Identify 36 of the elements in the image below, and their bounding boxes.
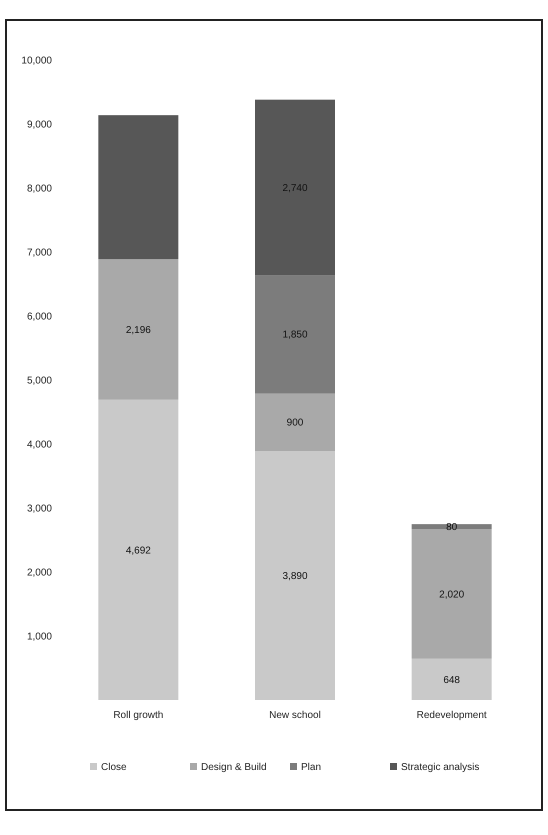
- data-label: 900: [286, 418, 304, 429]
- y-tick-label: 2,000: [26, 568, 52, 578]
- data-label: 1,850: [282, 330, 308, 341]
- bar: [412, 658, 492, 700]
- y-tick-label: 8,000: [26, 184, 52, 194]
- y-tick-label: 3,000: [26, 504, 52, 514]
- bar: [98, 115, 178, 260]
- bar: [98, 259, 178, 400]
- data-label: 2,020: [439, 589, 465, 600]
- y-tick-label: 7,000: [26, 248, 52, 258]
- bar: [255, 100, 335, 276]
- bar: [412, 529, 492, 659]
- bar: [98, 400, 178, 700]
- data-label: 648: [443, 674, 460, 686]
- data-label: 3,890: [282, 571, 308, 582]
- bar: [255, 451, 335, 700]
- legend-label: Design & Build: [201, 762, 267, 773]
- data-label: 4,692: [126, 545, 152, 556]
- bar: [255, 393, 335, 452]
- legend-label: Strategic analysis: [401, 762, 480, 773]
- y-tick-label: 5,000: [26, 376, 52, 386]
- y-tick-label: 9,000: [26, 120, 52, 130]
- bar: [255, 275, 335, 394]
- data-label: 80: [446, 522, 458, 534]
- data-label: 2,196: [126, 324, 152, 336]
- y-tick-label: 6,000: [26, 312, 52, 322]
- x-tick-label: Roll growth: [113, 710, 164, 721]
- x-tick-label: Redevelopment: [416, 710, 487, 721]
- x-tick-label: New school: [269, 710, 321, 721]
- y-tick-label: 10,000: [21, 56, 52, 66]
- y-tick-label: 1,000: [26, 632, 52, 642]
- bar: [412, 524, 492, 530]
- y-tick-label: 4,000: [26, 440, 52, 450]
- data-label: 2,740: [282, 182, 308, 194]
- legend-label: Close: [101, 762, 128, 773]
- legend-label: Plan: [301, 762, 322, 773]
